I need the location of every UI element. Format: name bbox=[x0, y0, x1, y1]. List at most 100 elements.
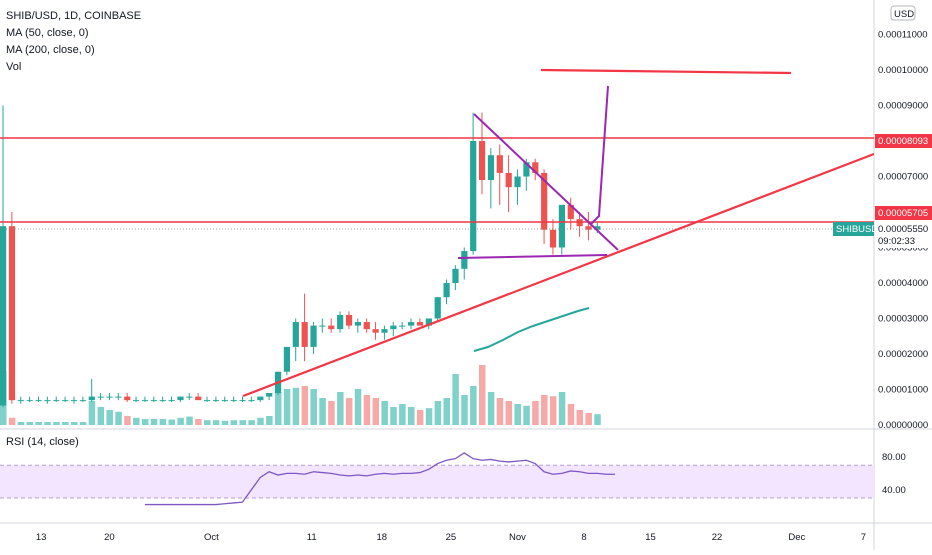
chart-legend: SHIB/USD, 1D, COINBASE MA (50, close, 0)… bbox=[6, 8, 141, 76]
volume-bar bbox=[319, 398, 326, 425]
price-tick-label: 0.00004000 bbox=[878, 278, 928, 289]
volume-bar bbox=[292, 387, 300, 425]
time-tick-label: Oct bbox=[204, 532, 219, 543]
volume-bar bbox=[541, 395, 548, 425]
volume-bar bbox=[159, 419, 167, 425]
usd-button-text[interactable]: USD bbox=[894, 9, 914, 20]
volume-bar bbox=[230, 420, 238, 425]
candle-body bbox=[558, 204, 566, 248]
volume-bar bbox=[390, 407, 397, 425]
target-line bbox=[540, 68, 792, 75]
volume-bar bbox=[594, 414, 601, 425]
time-tick-label: 15 bbox=[645, 532, 656, 543]
upper-resistance-tag-text: 0.00008093 bbox=[878, 136, 928, 147]
candle-body bbox=[381, 329, 388, 333]
ma50-line bbox=[473, 307, 590, 352]
candle-body bbox=[496, 155, 503, 173]
candle-body bbox=[97, 396, 104, 398]
vol-label[interactable]: Vol bbox=[6, 61, 22, 73]
candle-body bbox=[230, 400, 237, 402]
volume-bar bbox=[221, 420, 229, 425]
volume-bar bbox=[585, 413, 592, 425]
rsi-legend[interactable]: RSI (14, close) bbox=[6, 436, 79, 448]
candle-body bbox=[53, 400, 60, 402]
candle-body bbox=[452, 268, 459, 283]
candle-body bbox=[124, 396, 131, 401]
time-tick-label: 25 bbox=[446, 532, 457, 543]
breakout-projection bbox=[589, 85, 609, 226]
countdown-text: 09:02:33 bbox=[878, 236, 915, 247]
upper-resistance-tag-box bbox=[875, 134, 932, 148]
price-tick-label: 0.00010000 bbox=[878, 65, 928, 76]
candle-body bbox=[549, 229, 557, 248]
volume-bar bbox=[549, 396, 557, 425]
moving-average bbox=[473, 307, 590, 352]
candle-body bbox=[514, 176, 521, 188]
price-tags: 0.00008093 0.00005705 0.0000555009:02:33SH… bbox=[833, 5, 932, 248]
candle-body bbox=[168, 400, 175, 402]
volume-bar bbox=[514, 404, 521, 425]
candle-body bbox=[478, 141, 486, 181]
candle-body bbox=[44, 400, 51, 402]
drawings bbox=[0, 68, 875, 398]
volume-bar bbox=[408, 407, 415, 425]
candle-body bbox=[310, 325, 317, 347]
volume-bar bbox=[283, 389, 291, 425]
candle-body bbox=[505, 172, 512, 188]
volume-bar bbox=[487, 392, 495, 425]
lower-resistance-tag-box bbox=[875, 206, 932, 220]
volume-bar bbox=[17, 422, 25, 425]
time-tick-label: 11 bbox=[307, 532, 317, 543]
last-price-box bbox=[875, 221, 932, 248]
candle-body bbox=[106, 396, 113, 398]
volume-bar bbox=[115, 411, 122, 425]
candle-body bbox=[443, 283, 450, 298]
candle-body bbox=[425, 318, 432, 326]
candle-body bbox=[354, 322, 361, 326]
ma50-label[interactable]: MA (50, close, 0) bbox=[6, 27, 89, 39]
volume-bar bbox=[248, 420, 255, 425]
support-trendline bbox=[242, 152, 875, 398]
time-tick-label: 20 bbox=[104, 532, 115, 543]
volume-bar bbox=[177, 417, 184, 425]
symbol-title[interactable]: SHIB/USD, 1D, COINBASE bbox=[6, 10, 142, 22]
volume-bar bbox=[372, 398, 380, 425]
candle-body bbox=[487, 155, 495, 181]
candle-body bbox=[399, 325, 406, 327]
volume-bar bbox=[70, 422, 78, 425]
volume-bar bbox=[124, 416, 131, 425]
volume-bar bbox=[274, 392, 282, 425]
candle-body bbox=[470, 141, 477, 252]
volume-bar bbox=[523, 405, 530, 425]
candle-body bbox=[0, 226, 7, 406]
volume-bar bbox=[354, 389, 362, 425]
candle-body bbox=[532, 162, 539, 173]
volume-bar bbox=[257, 417, 264, 425]
last-price-text: 0.00005550 bbox=[878, 224, 928, 235]
candle-body bbox=[133, 400, 140, 402]
volume-bar bbox=[478, 365, 486, 425]
volume-bar bbox=[53, 422, 60, 425]
volume-bar bbox=[452, 374, 459, 425]
candle-body bbox=[434, 297, 441, 319]
rsi-tick-label: 40.00 bbox=[882, 485, 906, 496]
candle-body bbox=[363, 322, 370, 330]
volume-bar bbox=[505, 401, 513, 425]
volume-bar bbox=[301, 386, 309, 425]
volume-bar bbox=[337, 392, 344, 425]
volume-bar bbox=[239, 420, 246, 425]
candle-body bbox=[159, 400, 166, 402]
pennant-upper-line bbox=[473, 113, 619, 251]
ma200-label[interactable]: MA (200, close, 0) bbox=[6, 44, 95, 56]
volume-bar bbox=[212, 420, 220, 425]
volume-bar bbox=[496, 398, 504, 425]
price-tick-label: 0.00011000 bbox=[878, 30, 928, 41]
volume-bar bbox=[62, 422, 69, 425]
volume-bar bbox=[186, 416, 193, 425]
volume-bar bbox=[470, 386, 477, 425]
candle-body bbox=[8, 226, 16, 401]
volume-bar bbox=[363, 395, 371, 425]
time-tick-label: 18 bbox=[376, 532, 387, 543]
